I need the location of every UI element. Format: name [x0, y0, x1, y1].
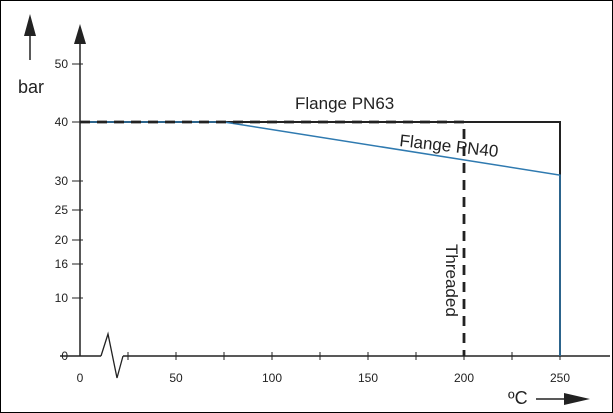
- series-label-pn40: Flange PN40: [399, 131, 500, 161]
- x-tick-label-50: 50: [169, 371, 183, 385]
- x-tick-label-100: 100: [262, 371, 282, 385]
- y-tick-label-25: 25: [55, 203, 69, 217]
- labels: bar ºC Flange PN63 Flange PN40 Threaded: [18, 77, 528, 408]
- x-tick-label-150: 150: [358, 371, 378, 385]
- x-tick-label-250: 250: [550, 371, 570, 385]
- series-label-pn63: Flange PN63: [295, 94, 394, 113]
- y-tick-label-0: 0: [61, 349, 68, 363]
- series-lines: [80, 120, 561, 356]
- y-tick-label-50: 50: [55, 57, 69, 71]
- y-tick-label-30: 30: [55, 174, 69, 188]
- series-line-2: [80, 120, 466, 356]
- xlabel-arrow-icon: [564, 393, 590, 405]
- y-tick-label-40: 40: [55, 115, 69, 129]
- y-tick-label-10: 10: [55, 291, 69, 305]
- y-tick-label-16: 16: [55, 257, 69, 271]
- y-axis-arrow-icon: [74, 24, 86, 44]
- x-axis-label: ºC: [508, 388, 528, 408]
- axes: [24, 14, 610, 405]
- series-label-threaded: Threaded: [442, 244, 461, 317]
- ylabel-arrow-icon: [24, 14, 36, 36]
- ticks: 0 10 16 20 25 30 40 50 0 50 100 150 200 250: [55, 57, 571, 385]
- x-tick-label-200: 200: [454, 371, 474, 385]
- y-axis-label: bar: [18, 77, 44, 97]
- x-tick-label-0: 0: [77, 371, 84, 385]
- y-tick-label-20: 20: [55, 233, 69, 247]
- x-axis-break: [100, 331, 124, 379]
